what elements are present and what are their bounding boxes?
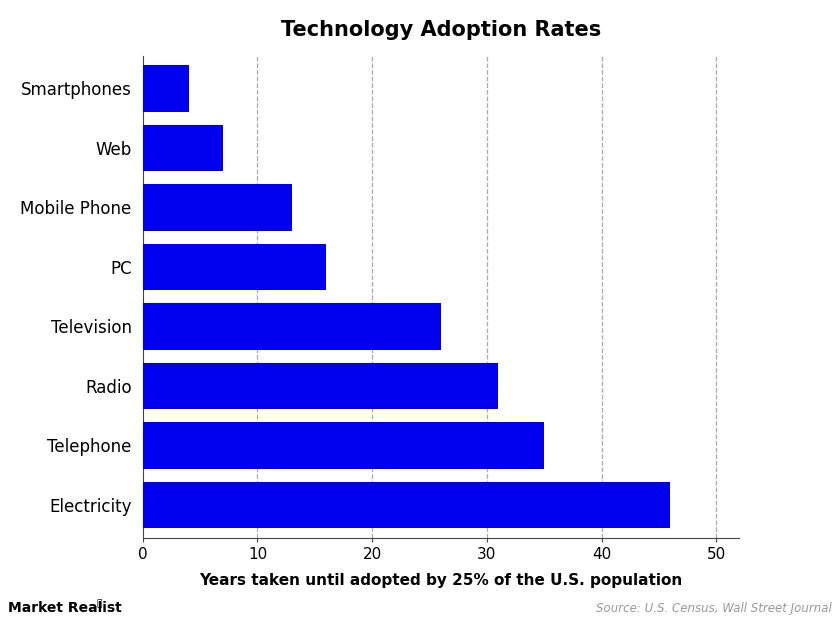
Bar — [143, 303, 441, 350]
Title: Technology Adoption Rates: Technology Adoption Rates — [281, 20, 601, 40]
Bar — [143, 363, 498, 409]
X-axis label: Years taken until adopted by 25% of the U.S. population: Years taken until adopted by 25% of the … — [199, 573, 683, 588]
Bar — [143, 422, 544, 468]
Bar — [143, 65, 189, 112]
Bar — [143, 184, 292, 231]
Bar — [143, 243, 326, 290]
Text: Ⓠ: Ⓠ — [97, 599, 102, 609]
Text: Market Realist: Market Realist — [8, 601, 122, 615]
Bar — [143, 481, 670, 528]
Bar — [143, 125, 223, 171]
Text: Source: U.S. Census, Wall Street Journal: Source: U.S. Census, Wall Street Journal — [596, 602, 832, 615]
